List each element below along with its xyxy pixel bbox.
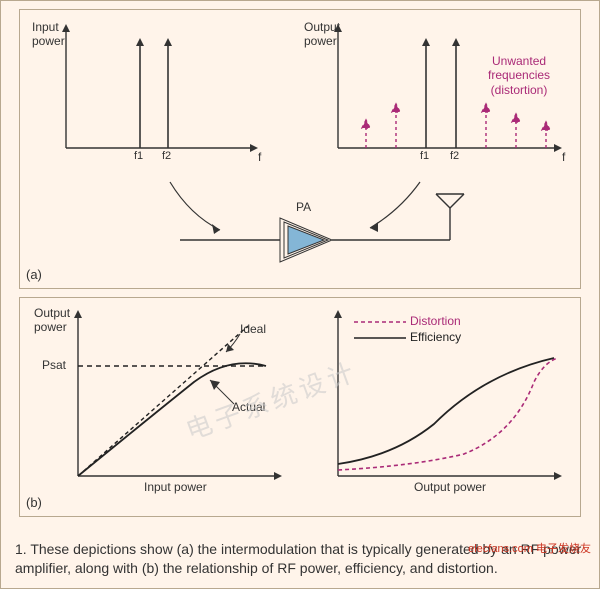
actual-label: Actual bbox=[232, 400, 265, 414]
output-spectrum-chart: Output power f f1 f2 Unwanted frequencie… bbox=[310, 18, 572, 168]
input-power-xlabel: f bbox=[258, 150, 261, 164]
tick-f2-right: f2 bbox=[450, 150, 459, 162]
transfer-xlabel: Input power bbox=[144, 480, 207, 494]
transfer-ylabel: Output power bbox=[34, 306, 70, 334]
legend-efficiency: Efficiency bbox=[410, 330, 461, 344]
ideal-label: Ideal bbox=[240, 322, 266, 336]
panel-a: Input power f f1 f2 Output power bbox=[19, 9, 581, 289]
input-spectrum-svg bbox=[30, 18, 270, 168]
pa-label: PA bbox=[296, 200, 311, 214]
panel-b-label: (b) bbox=[26, 495, 42, 510]
output-power-ylabel: Output power bbox=[304, 20, 340, 48]
panel-b: Output power Input power Psat Ideal Actu… bbox=[19, 297, 581, 517]
input-power-ylabel: Input power bbox=[32, 20, 65, 48]
transfer-curve-chart: Output power Input power Psat Ideal Actu… bbox=[34, 304, 294, 504]
eff-dist-chart: Distortion Efficiency Output power bbox=[314, 304, 574, 504]
output-power-xlabel: f bbox=[562, 150, 565, 164]
tick-f1-right: f1 bbox=[420, 150, 429, 162]
effdist-xlabel: Output power bbox=[414, 480, 486, 494]
tick-f2-left: f2 bbox=[162, 150, 171, 162]
legend-distortion: Distortion bbox=[410, 314, 461, 328]
distortion-label: Unwanted frequencies (distortion) bbox=[488, 54, 550, 97]
pa-block-diagram: PA bbox=[120, 180, 500, 275]
input-spectrum-chart: Input power f f1 f2 bbox=[30, 18, 270, 168]
tick-f1-left: f1 bbox=[134, 150, 143, 162]
psat-label: Psat bbox=[42, 358, 66, 372]
panel-a-label: (a) bbox=[26, 267, 42, 282]
site-watermark: elecfans.com 电子发烧友 bbox=[468, 540, 591, 556]
pa-svg bbox=[120, 180, 500, 275]
